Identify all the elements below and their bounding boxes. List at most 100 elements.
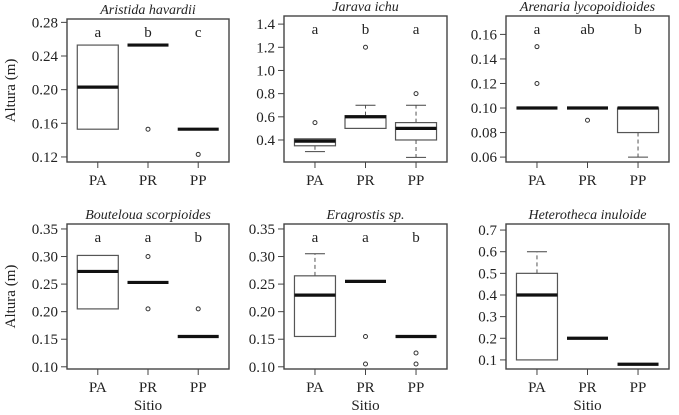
significance-letter: ab bbox=[580, 22, 594, 38]
y-tick-label: 0.24 bbox=[32, 49, 59, 65]
y-tick-label: 0.5 bbox=[478, 266, 497, 282]
significance-letter: c bbox=[195, 25, 202, 41]
y-tick-label: 0.30 bbox=[249, 250, 275, 266]
significance-letter: a bbox=[413, 22, 420, 38]
y-tick-label: 0.3 bbox=[478, 310, 497, 326]
y-tick-label: 0.1 bbox=[478, 353, 497, 369]
y-tick-label: 0.16 bbox=[471, 27, 498, 43]
panel-1: Jarava ichu 0.4 0.6 0.8 1.0 1.2 1.4 PA a PR b PP a bbox=[256, 0, 448, 189]
y-tick-label: 0.15 bbox=[249, 332, 275, 348]
panel-5: Heterotheca inuloide 0.1 0.2 0.3 0.4 0.5 0.6 0.… bbox=[478, 208, 670, 414]
y-tick-label: 0.15 bbox=[32, 332, 58, 348]
significance-letter: b bbox=[634, 22, 642, 38]
outlier-point bbox=[534, 80, 540, 86]
outlier-point bbox=[312, 120, 318, 126]
y-tick-label: 0.10 bbox=[32, 360, 58, 376]
y-tick-label: 0.12 bbox=[471, 76, 497, 92]
x-tick-label: PA bbox=[89, 173, 107, 189]
y-tick-label: 1.2 bbox=[256, 40, 275, 56]
panel-0: Aristida havardii 0.12 0.16 0.20 0.24 0.28 PA a… bbox=[3, 3, 230, 189]
significance-letter: b bbox=[194, 230, 202, 246]
panel-title: Aristida havardii bbox=[99, 3, 196, 18]
outlier-point bbox=[585, 117, 590, 123]
y-tick-label: 1.4 bbox=[256, 17, 275, 33]
x-tick-label: PP bbox=[630, 380, 647, 396]
x-tick-label: PP bbox=[630, 173, 647, 189]
x-tick-label: PA bbox=[528, 380, 546, 396]
significance-letter: a bbox=[312, 230, 319, 246]
y-axis-label: Altura (m) bbox=[3, 265, 19, 329]
outlier-point bbox=[195, 306, 201, 312]
y-tick-label: 0.7 bbox=[478, 223, 497, 239]
box-iqr bbox=[394, 122, 438, 141]
box-iqr bbox=[76, 254, 119, 310]
panel-4: Eragrostis sp. 0.10 0.15 0.20 0.25 0.30 0.35 PA… bbox=[249, 208, 448, 414]
x-tick-label: PA bbox=[89, 380, 107, 396]
outlier-point bbox=[413, 361, 419, 367]
x-tick-label: PA bbox=[306, 380, 324, 396]
y-tick-label: 0.25 bbox=[32, 277, 58, 293]
panel-title: Arenaria lycopoidioides bbox=[519, 0, 656, 15]
outlier-point bbox=[145, 126, 151, 132]
panel-title: Eragrostis sp. bbox=[325, 208, 404, 223]
outlier-point bbox=[145, 254, 151, 260]
y-tick-label: 0.20 bbox=[32, 305, 58, 321]
panel-title: Jarava ichu bbox=[332, 0, 398, 15]
y-tick-label: 0.35 bbox=[32, 222, 58, 238]
x-tick-label: PR bbox=[139, 173, 157, 189]
y-tick-label: 0.8 bbox=[256, 87, 275, 103]
panel-title: Heterotheca inuloide bbox=[527, 208, 646, 223]
outlier-point bbox=[363, 333, 368, 339]
outlier-point bbox=[195, 151, 201, 157]
significance-letter: a bbox=[94, 25, 101, 41]
significance-letter: a bbox=[362, 230, 369, 246]
outlier-point bbox=[413, 350, 419, 356]
significance-letter: a bbox=[145, 230, 152, 246]
y-tick-label: 0.35 bbox=[249, 222, 275, 238]
x-axis-label: Sitio bbox=[134, 398, 162, 414]
y-tick-label: 0.6 bbox=[478, 245, 497, 261]
significance-letter: b bbox=[144, 25, 152, 41]
y-tick-label: 0.4 bbox=[478, 288, 497, 304]
x-tick-label: PR bbox=[139, 380, 157, 396]
y-tick-label: 0.25 bbox=[249, 277, 275, 293]
x-tick-label: PA bbox=[528, 173, 546, 189]
x-axis-label: Sitio bbox=[573, 398, 601, 414]
outlier-point bbox=[363, 361, 368, 367]
y-tick-label: 1.0 bbox=[256, 63, 275, 79]
x-tick-label: PR bbox=[578, 173, 596, 189]
panel-2: Arenaria lycopoidioides 0.06 0.08 0.10 0.12 0… bbox=[471, 0, 670, 189]
panel-title: Bouteloua scorpioides bbox=[85, 208, 211, 223]
x-tick-label: PA bbox=[306, 173, 324, 189]
significance-letter: a bbox=[534, 22, 541, 38]
x-tick-label: PP bbox=[190, 173, 207, 189]
significance-letter: b bbox=[412, 230, 420, 246]
y-tick-label: 0.10 bbox=[249, 360, 275, 376]
y-tick-label: 0.06 bbox=[471, 150, 498, 166]
y-tick-label: 0.12 bbox=[32, 150, 58, 166]
y-tick-label: 0.14 bbox=[471, 52, 498, 68]
x-axis-label: Sitio bbox=[351, 398, 379, 414]
panel-3: Bouteloua scorpioides 0.10 0.15 0.20 0.25 0.3… bbox=[3, 208, 230, 414]
outlier-point bbox=[534, 44, 540, 50]
x-tick-label: PP bbox=[408, 380, 425, 396]
x-tick-label: PP bbox=[190, 380, 207, 396]
y-tick-label: 0.2 bbox=[478, 331, 497, 347]
significance-letter: b bbox=[362, 22, 370, 38]
outlier-point bbox=[413, 91, 419, 97]
y-axis-label: Altura (m) bbox=[3, 59, 19, 123]
significance-letter: a bbox=[94, 230, 101, 246]
box-iqr bbox=[515, 272, 559, 361]
outlier-point bbox=[363, 44, 368, 50]
y-tick-label: 0.10 bbox=[471, 101, 497, 117]
y-tick-label: 0.16 bbox=[32, 116, 59, 132]
x-tick-label: PR bbox=[356, 173, 374, 189]
y-tick-label: 0.08 bbox=[471, 126, 497, 142]
y-tick-label: 0.6 bbox=[256, 110, 275, 126]
x-tick-label: PP bbox=[408, 173, 425, 189]
y-tick-label: 0.28 bbox=[32, 15, 58, 31]
box-iqr bbox=[293, 275, 337, 338]
box-iqr bbox=[616, 107, 660, 134]
outlier-point bbox=[145, 306, 151, 312]
